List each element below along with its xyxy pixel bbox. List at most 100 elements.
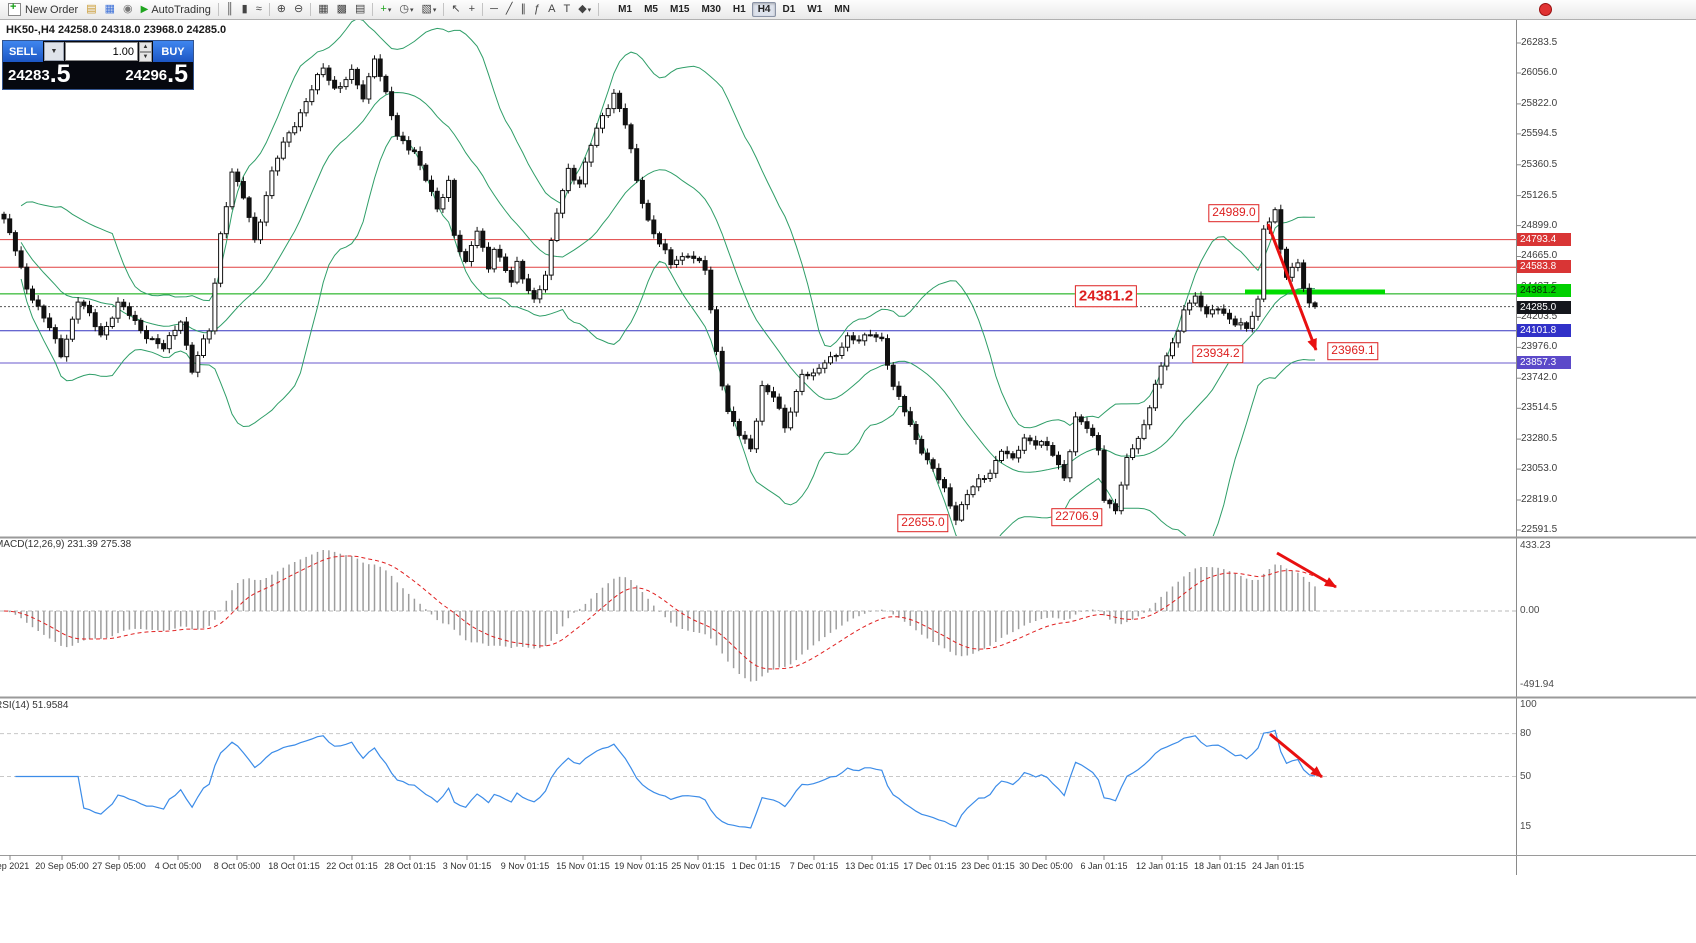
time-axis-label: 8 Oct 05:00: [213, 861, 261, 871]
time-axis-label: 12 Jan 01:15: [1135, 861, 1189, 871]
label-icon[interactable]: T: [563, 3, 571, 15]
price-tick-label: 25126.5: [1521, 189, 1558, 201]
volume-down-icon[interactable]: ▼: [139, 52, 152, 62]
time-axis-label: 9 Nov 01:15: [500, 861, 550, 871]
timeframe-button-W1[interactable]: W1: [807, 4, 823, 15]
time-axis-label: 6 Jan 01:15: [1080, 861, 1128, 871]
price-tick-label: 23976.0: [1521, 341, 1558, 353]
time-axis-label: 22 Oct 01:15: [326, 861, 378, 871]
arrange-windows-icon[interactable]: ▤: [355, 3, 366, 15]
new-order-icon: [8, 1, 21, 16]
tile-windows-icon[interactable]: ▦: [318, 3, 329, 15]
crosshair-icon[interactable]: +: [468, 3, 476, 15]
sell-price-main: 24283: [8, 67, 50, 84]
journal-icon[interactable]: ▤: [86, 3, 97, 15]
price-annotation[interactable]: 23934.2: [1192, 345, 1244, 363]
rsi-label: RSI(14) 51.9584: [0, 700, 69, 711]
autotrading-button[interactable]: ▶ AutoTrading: [137, 0, 215, 19]
trendline-icon[interactable]: ╱: [505, 3, 513, 15]
time-axis-label: 24 Jan 01:15: [1251, 861, 1305, 871]
price-tick-label: 25594.5: [1521, 127, 1558, 139]
price-tick-label: 25360.5: [1521, 158, 1558, 170]
channel-icon[interactable]: ∥: [520, 3, 526, 15]
timeframe-button-M5[interactable]: M5: [644, 4, 658, 15]
volume-up-icon[interactable]: ▲: [139, 42, 152, 52]
sell-button[interactable]: SELL: [3, 41, 43, 62]
time-axis-label: 1 Dec 01:15: [731, 861, 781, 871]
buy-button[interactable]: BUY: [153, 41, 193, 62]
macd-signal-line: [3, 555, 1316, 670]
charts-icon[interactable]: ▦: [104, 3, 115, 15]
new-order-button[interactable]: New Order: [4, 0, 82, 19]
rsi-line: [15, 729, 1316, 829]
sell-price-frac: .5: [49, 60, 71, 88]
price-tick-label: 23514.5: [1521, 402, 1558, 414]
timeframe-button-M30[interactable]: M30: [701, 4, 721, 15]
fibonacci-icon[interactable]: ƒ: [533, 3, 541, 15]
autotrading-play-icon: ▶: [140, 4, 149, 15]
macd-panel[interactable]: [3, 550, 1316, 682]
time-axis-label: Sep 2021: [0, 861, 30, 871]
volume-stepper[interactable]: ▲ ▼: [139, 42, 152, 62]
timeframe-button-D1[interactable]: D1: [782, 4, 796, 15]
horizontal-line-icon[interactable]: ─: [490, 3, 498, 15]
price-tick-label: 26056.0: [1521, 67, 1558, 78]
timeframe-button-H4[interactable]: H4: [751, 2, 777, 17]
time-axis-label: 28 Oct 01:15: [384, 861, 436, 871]
zoom-in-icon[interactable]: ⊕: [276, 3, 286, 15]
price-tick-label: 23053.0: [1521, 463, 1558, 475]
cursor-icon[interactable]: ↖: [451, 3, 461, 15]
shapes-button[interactable]: ◆ ▾: [578, 3, 592, 15]
toolbar-separator: [268, 3, 270, 16]
templates-button[interactable]: ▧ ▾: [421, 3, 437, 15]
zoom-out-icon[interactable]: ⊖: [293, 3, 304, 15]
line-chart-icon[interactable]: ≈: [255, 3, 262, 15]
rsi-panel[interactable]: [0, 729, 1516, 829]
text-icon[interactable]: A: [548, 3, 556, 15]
price-annotation[interactable]: 24381.2: [1074, 285, 1138, 307]
toolbar-separator: [443, 3, 445, 16]
candlestick-chart-icon[interactable]: ▮: [241, 3, 248, 15]
toolbar-separator: [598, 3, 600, 16]
time-axis-label: 17 Dec 01:15: [903, 861, 957, 871]
time-axis-label: 18 Jan 01:15: [1193, 861, 1247, 871]
volume-input[interactable]: 1.00: [65, 42, 138, 61]
timeframe-button-H1[interactable]: H1: [732, 4, 746, 15]
price-badge: 24285.0: [1517, 300, 1571, 314]
toolbar-separator: [217, 3, 219, 16]
price-tick-label: 23742.0: [1521, 372, 1558, 384]
price-badge: 24793.4: [1517, 232, 1571, 246]
price-annotation[interactable]: 23969.1: [1327, 342, 1379, 360]
buy-price-main: 24296: [125, 67, 168, 84]
rsi-level-label: 50: [1520, 770, 1532, 782]
trend-arrows[interactable]: [1266, 223, 1337, 779]
price-tick-label: 24665.0: [1521, 250, 1558, 262]
sell-price[interactable]: 24283 .5: [8, 62, 71, 87]
time-axis-label: 3 Nov 01:15: [442, 861, 492, 871]
price-tick-label: 25822.0: [1521, 97, 1558, 109]
timeframe-button-MN[interactable]: MN: [834, 4, 850, 15]
record-icon[interactable]: ◉: [123, 3, 133, 15]
bar-chart-icon[interactable]: ║: [225, 3, 234, 15]
alert-icon[interactable]: [1539, 3, 1552, 16]
timeframe-button-M15[interactable]: M15: [669, 4, 690, 15]
timeframe-button-M1[interactable]: M1: [618, 4, 633, 15]
main-panel[interactable]: [0, 19, 1516, 558]
price-annotation[interactable]: 22706.9: [1051, 508, 1103, 526]
volume-dropdown[interactable]: ▼: [44, 42, 64, 61]
toolbar-separator: [372, 3, 374, 16]
price-annotation[interactable]: 22655.0: [897, 514, 949, 532]
toolbar-separator: [482, 3, 484, 16]
macd-scale-min: -491.94: [1520, 679, 1554, 690]
indicators-button[interactable]: + ▾: [380, 3, 392, 15]
symbol-ohlc-header: HK50-,H4 24258.0 24318.0 23968.0 24285.0: [6, 24, 227, 36]
price-badge: 24101.8: [1517, 323, 1571, 337]
cascade-windows-icon[interactable]: ▩: [336, 3, 347, 15]
buy-price[interactable]: 24296 .5: [125, 62, 188, 87]
periods-button[interactable]: ◷ ▾: [399, 3, 414, 15]
toolbar-left-icons: ▤ ▦ ◉: [82, 0, 136, 19]
price-annotation[interactable]: 24989.0: [1208, 204, 1260, 222]
